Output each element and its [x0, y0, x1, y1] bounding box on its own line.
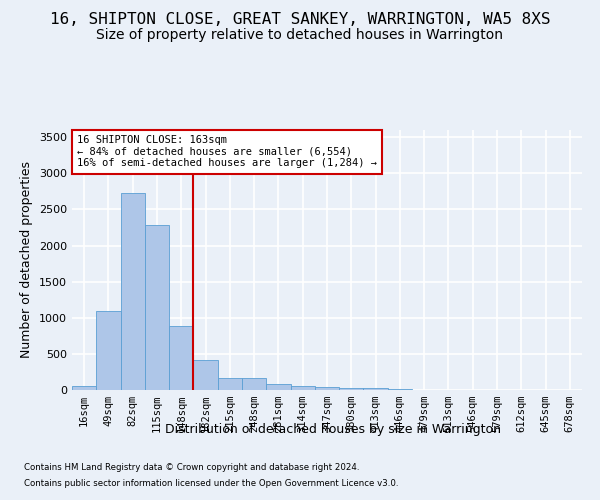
Bar — [121, 193, 145, 390]
Y-axis label: Number of detached properties: Number of detached properties — [20, 162, 34, 358]
Bar — [315, 387, 339, 390]
Text: Distribution of detached houses by size in Warrington: Distribution of detached houses by size … — [165, 422, 501, 436]
Text: 16 SHIPTON CLOSE: 163sqm
← 84% of detached houses are smaller (6,554)
16% of sem: 16 SHIPTON CLOSE: 163sqm ← 84% of detach… — [77, 135, 377, 168]
Bar — [290, 386, 315, 390]
Text: 16, SHIPTON CLOSE, GREAT SANKEY, WARRINGTON, WA5 8XS: 16, SHIPTON CLOSE, GREAT SANKEY, WARRING… — [50, 12, 550, 28]
Text: Contains public sector information licensed under the Open Government Licence v3: Contains public sector information licen… — [24, 478, 398, 488]
Text: Size of property relative to detached houses in Warrington: Size of property relative to detached ho… — [97, 28, 503, 42]
Bar — [364, 388, 388, 390]
Bar — [145, 224, 169, 390]
Text: Contains HM Land Registry data © Crown copyright and database right 2024.: Contains HM Land Registry data © Crown c… — [24, 464, 359, 472]
Bar — [169, 326, 193, 390]
Bar — [339, 388, 364, 390]
Bar — [193, 360, 218, 390]
Bar — [266, 384, 290, 390]
Bar — [218, 378, 242, 390]
Bar — [72, 386, 96, 390]
Bar — [96, 310, 121, 390]
Bar — [242, 378, 266, 390]
